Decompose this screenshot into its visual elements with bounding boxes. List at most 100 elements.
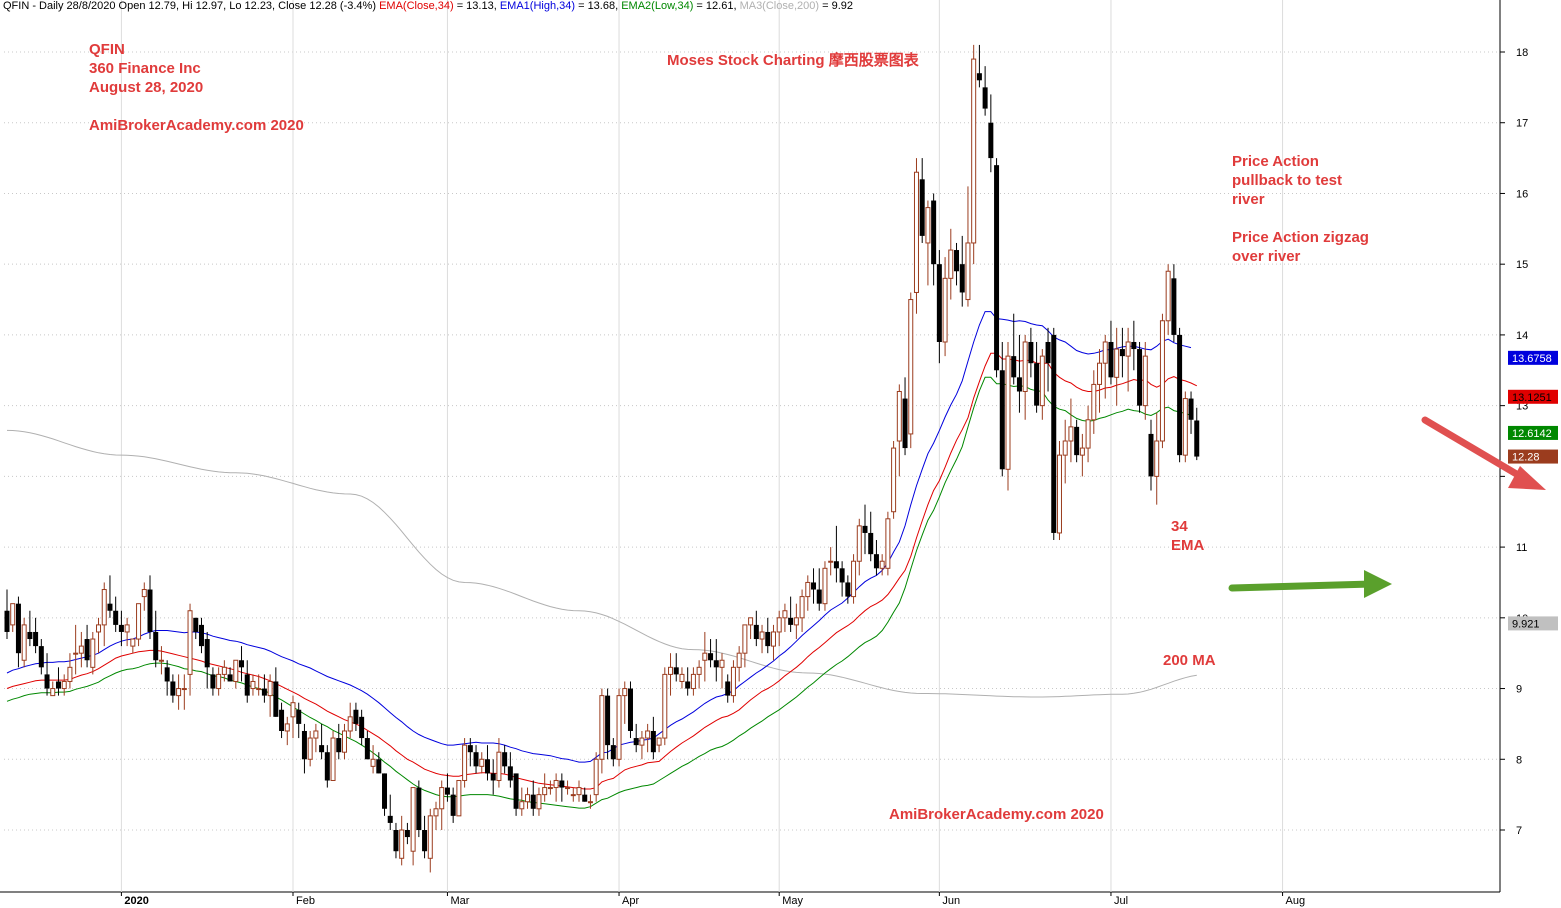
candle — [948, 228, 954, 300]
candle — [439, 780, 445, 830]
candle — [130, 638, 136, 654]
candle — [656, 737, 662, 753]
candle — [21, 617, 27, 668]
candle — [1056, 441, 1062, 541]
candle — [954, 242, 960, 286]
ticker-annotation: QFIN 360 Finance Inc August 28, 2020 — [89, 40, 203, 97]
candle — [1182, 391, 1188, 463]
candle — [96, 617, 102, 654]
ema-low-line — [6, 376, 1192, 809]
candle — [610, 738, 616, 767]
candle — [536, 787, 542, 816]
candle — [290, 695, 296, 739]
company-name: 360 Finance Inc — [89, 60, 201, 77]
candle — [1085, 405, 1091, 463]
candle — [244, 660, 250, 703]
candle — [416, 780, 422, 838]
candle — [908, 292, 914, 449]
candle — [296, 702, 302, 739]
candle — [136, 603, 142, 647]
ema-annotation: 34 EMA — [1171, 517, 1204, 555]
candle — [605, 688, 611, 760]
candle — [873, 540, 879, 576]
candle — [364, 730, 370, 760]
candle — [685, 667, 691, 696]
candle — [1125, 327, 1131, 392]
candle — [284, 716, 290, 746]
candle — [1074, 419, 1080, 463]
candle — [845, 575, 851, 604]
header-ema-high-value: = 13.68, — [575, 0, 622, 12]
candle — [467, 738, 473, 767]
axis-tag: 12.28 — [1508, 449, 1558, 464]
candle — [811, 568, 817, 604]
y-tick-label: 18 — [1516, 47, 1528, 59]
candle — [627, 681, 633, 739]
header-ma-value: = 9.92 — [819, 0, 853, 12]
y-tick-label: 9 — [1516, 684, 1522, 696]
zigzag-line-1: Price Action zigzag — [1232, 229, 1369, 246]
candle — [879, 554, 885, 576]
green-arrow-icon — [1228, 580, 1376, 592]
candle — [198, 617, 204, 654]
candle — [839, 561, 845, 597]
candle — [530, 780, 536, 816]
header-ema-high-label: EMA1(High,34) — [499, 0, 576, 12]
candle — [387, 794, 393, 830]
zigzag-line-2: over river — [1232, 248, 1301, 265]
axis-tag-label: 13.6758 — [1512, 353, 1552, 365]
candle — [393, 822, 399, 859]
zigzag-annotation: Price Action zigzag over river — [1232, 228, 1369, 266]
candle — [370, 745, 376, 774]
y-tick-label: 14 — [1516, 330, 1528, 342]
candle — [925, 200, 931, 286]
candle — [896, 384, 902, 477]
chart-title: Moses Stock Charting 摩西股票图表 — [667, 52, 919, 69]
candle — [164, 660, 170, 696]
pullback-line-2: pullback to test — [1232, 172, 1343, 189]
candle — [833, 525, 839, 583]
candle — [279, 702, 285, 739]
candle — [141, 582, 147, 611]
candle — [27, 610, 33, 647]
candle — [1039, 349, 1045, 420]
candle — [1068, 398, 1074, 463]
candle — [1119, 327, 1125, 378]
candle — [759, 624, 765, 654]
ticker-symbol: QFIN — [89, 41, 125, 58]
header-ma-label: MA3(Close,200) — [739, 0, 820, 12]
candle — [885, 511, 891, 576]
candle — [736, 646, 742, 682]
y-tick-label: 15 — [1516, 259, 1528, 271]
pullback-line-3: river — [1232, 191, 1265, 208]
x-tick-label: Jul — [1114, 895, 1128, 907]
axis-tag: 12.6142 — [1508, 425, 1558, 440]
candle — [713, 639, 719, 682]
candle — [107, 575, 113, 618]
header-ema-low-value: = 12.61, — [693, 0, 740, 12]
candle — [696, 660, 702, 689]
candle — [33, 617, 39, 654]
axis-tag-label: 12.28 — [1512, 452, 1540, 464]
candle — [708, 639, 714, 668]
axis-tag: 13.6758 — [1508, 350, 1558, 365]
candle — [788, 596, 794, 632]
candle — [399, 815, 405, 866]
candle — [250, 674, 256, 696]
candle — [336, 723, 342, 760]
candle — [725, 674, 731, 703]
candle — [1034, 341, 1040, 413]
candle — [1011, 313, 1017, 385]
candle — [261, 674, 267, 703]
candle — [193, 617, 199, 640]
candle — [1062, 419, 1068, 484]
candle — [479, 752, 485, 774]
x-tick-label: Jun — [942, 895, 960, 907]
y-tick-label: 7 — [1516, 825, 1522, 837]
candle — [673, 653, 679, 682]
candle — [181, 674, 187, 710]
candle — [582, 787, 588, 802]
candle — [919, 158, 925, 243]
candle — [1171, 264, 1177, 342]
candle — [1102, 334, 1108, 399]
